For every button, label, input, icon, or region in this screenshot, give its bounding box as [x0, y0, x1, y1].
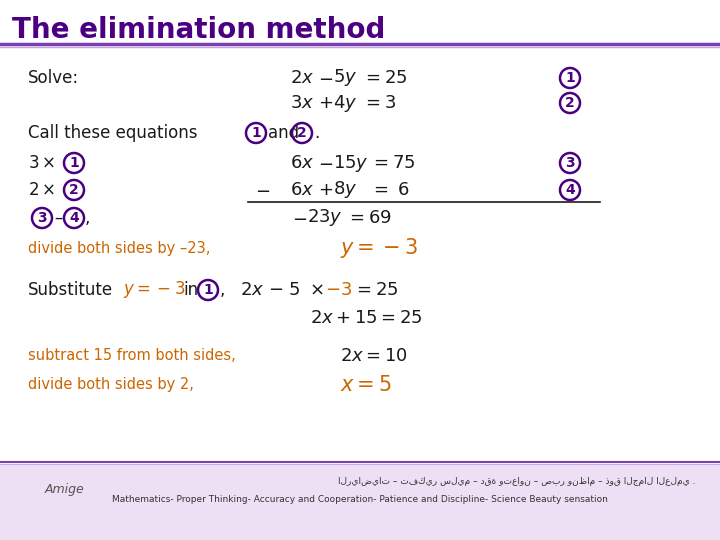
Text: $2x$: $2x$	[240, 281, 264, 299]
Text: 1: 1	[565, 71, 575, 85]
Text: $-$: $-$	[318, 154, 333, 172]
Text: 2: 2	[297, 126, 307, 140]
Text: $x = 5$: $x = 5$	[340, 375, 392, 395]
Text: Mathematics- Proper Thinking- Accuracy and Cooperation- Patience and Discipline-: Mathematics- Proper Thinking- Accuracy a…	[112, 496, 608, 504]
Text: $-3$: $-3$	[325, 281, 352, 299]
Text: $5y$: $5y$	[333, 68, 357, 89]
Text: 4: 4	[69, 211, 79, 225]
Text: subtract 15 from both sides,: subtract 15 from both sides,	[28, 348, 235, 363]
Text: and: and	[268, 124, 299, 142]
Text: $y = -3$: $y = -3$	[123, 280, 185, 300]
Text: The elimination method: The elimination method	[12, 16, 385, 44]
Text: $8y$: $8y$	[333, 179, 357, 200]
Text: $23y$: $23y$	[307, 207, 343, 228]
Text: $-$: $-$	[255, 181, 270, 199]
Text: divide both sides by 2,: divide both sides by 2,	[28, 377, 194, 393]
Text: $6x$: $6x$	[290, 181, 314, 199]
Text: Solve:: Solve:	[28, 69, 79, 87]
Text: .: .	[314, 124, 319, 142]
Bar	[0, 0, 720, 42]
Text: $= 3$: $= 3$	[362, 94, 396, 112]
Text: –: –	[54, 209, 63, 227]
Text: $= 75$: $= 75$	[370, 154, 415, 172]
Text: $3x$: $3x$	[290, 94, 314, 112]
Text: $= 25$: $= 25$	[353, 281, 398, 299]
Text: 1: 1	[203, 283, 213, 297]
Text: $+$: $+$	[318, 181, 333, 199]
Text: 3: 3	[565, 156, 575, 170]
Text: Substitute: Substitute	[28, 281, 113, 299]
Text: 1: 1	[69, 156, 79, 170]
Bar	[0, 464, 720, 540]
Text: 4: 4	[565, 183, 575, 197]
Text: $15y$: $15y$	[333, 152, 369, 173]
Text: $6x$: $6x$	[290, 154, 314, 172]
Text: $=\ 6$: $=\ 6$	[370, 181, 410, 199]
Text: $2x$: $2x$	[290, 69, 314, 87]
Text: $-\ 5\ \times$: $-\ 5\ \times$	[268, 281, 324, 299]
Text: Call these equations: Call these equations	[28, 124, 197, 142]
Text: $-$: $-$	[292, 209, 307, 227]
Text: الرياضيات – تفكير سليم – دقة وتعاون – صبر ونظام – ذوق الجمال العلمي .: الرياضيات – تفكير سليم – دقة وتعاون – صب…	[338, 477, 695, 487]
Text: 2: 2	[565, 96, 575, 110]
Text: $= 69$: $= 69$	[346, 209, 392, 227]
Text: 1: 1	[251, 126, 261, 140]
Text: 2: 2	[69, 183, 79, 197]
Text: $3\times$: $3\times$	[28, 154, 55, 172]
Text: $2x + 15 = 25$: $2x + 15 = 25$	[310, 309, 423, 327]
Text: $2x = 10$: $2x = 10$	[340, 347, 408, 365]
Text: in: in	[183, 281, 198, 299]
Text: divide both sides by –23,: divide both sides by –23,	[28, 240, 210, 255]
Text: ,: ,	[220, 281, 225, 299]
Text: ,: ,	[85, 209, 91, 227]
Text: $-$: $-$	[318, 69, 333, 87]
Text: $4y$: $4y$	[333, 92, 357, 113]
Text: $= 25$: $= 25$	[362, 69, 408, 87]
Text: $y = -3$: $y = -3$	[340, 236, 418, 260]
Text: $2\times$: $2\times$	[28, 181, 55, 199]
Text: 3: 3	[37, 211, 47, 225]
Text: $+$: $+$	[318, 94, 333, 112]
Text: Amige: Amige	[45, 483, 85, 496]
